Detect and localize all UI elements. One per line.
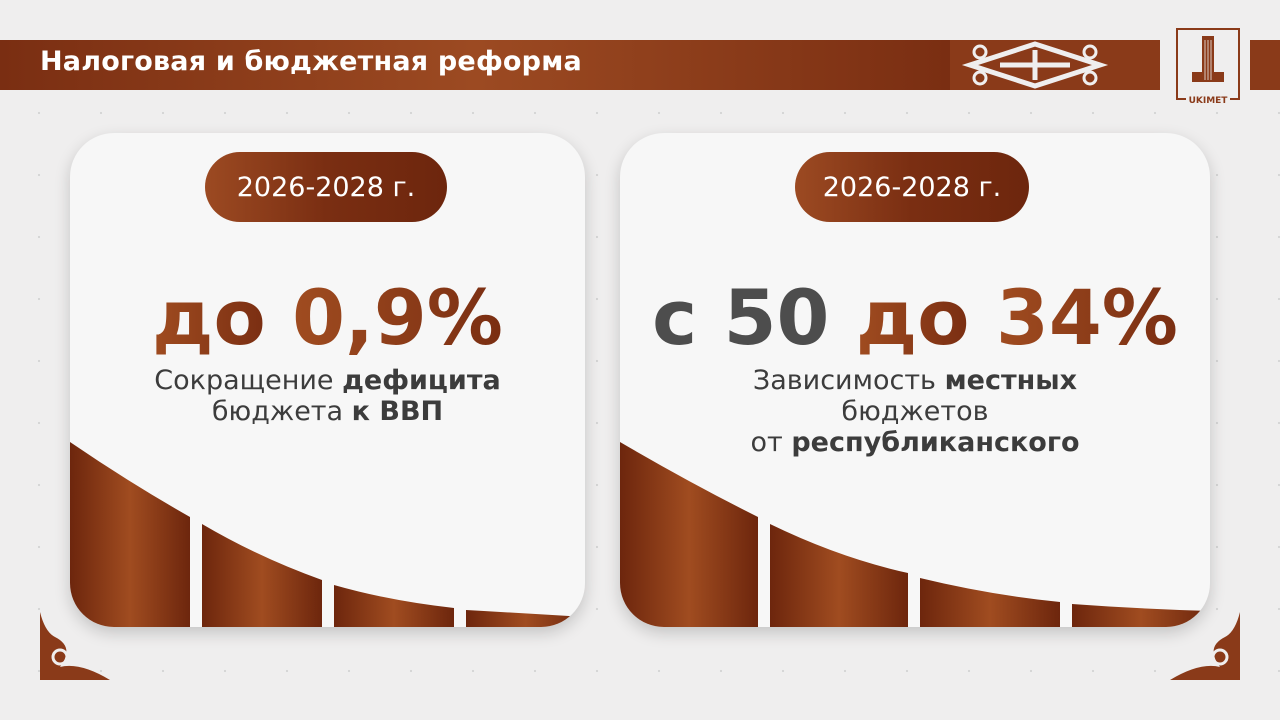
bar-3 <box>920 578 1060 627</box>
period-badge: 2026-2028 г. <box>205 152 447 222</box>
desc-text: Сокращение <box>154 365 343 396</box>
decline-bars-graphic <box>70 442 585 627</box>
stat-card-deficit: 2026-2028 г. до 0,9% Сокращение дефицита… <box>70 133 585 627</box>
building-icon <box>1192 36 1224 82</box>
bar-2 <box>770 524 908 627</box>
ornament-icon <box>950 40 1120 90</box>
period-badge: 2026-2028 г. <box>795 152 1029 222</box>
value-prefix: с <box>652 273 698 362</box>
value-prefix: до <box>152 273 266 362</box>
value-from: 50 <box>723 273 830 362</box>
page-title: Налоговая и бюджетная реформа <box>40 46 582 77</box>
bar-1 <box>620 442 758 627</box>
desc-bold: республиканского <box>791 427 1080 458</box>
ukimet-logo: UKIMET <box>1176 28 1240 106</box>
desc-bold: дефицита <box>342 365 501 396</box>
desc-text: от <box>750 427 792 458</box>
header-banner-end <box>1120 40 1160 90</box>
desc-bold: к ВВП <box>351 396 444 427</box>
decline-bars-graphic <box>620 442 1210 627</box>
bar-2 <box>202 524 322 627</box>
bar-4 <box>466 610 585 627</box>
stat-value: до 0,9% <box>70 273 585 363</box>
bar-3 <box>334 585 454 627</box>
desc-text: бюджетов <box>841 396 989 427</box>
header-banner <box>0 40 950 90</box>
header-banner-end <box>1250 40 1280 90</box>
desc-text: Зависимость <box>752 365 945 396</box>
stat-description: Сокращение дефицита бюджета к ВВП <box>70 365 585 427</box>
desc-text: бюджета <box>211 396 352 427</box>
value-number: 0,9% <box>292 273 503 362</box>
desc-bold: местных <box>944 365 1078 396</box>
corner-ornament-icon <box>40 612 110 680</box>
value-mid: до <box>855 273 970 362</box>
corner-ornament-icon <box>1170 612 1240 680</box>
stat-card-dependency: 2026-2028 г. с 50 до 34% Зависимость мес… <box>620 133 1210 627</box>
bar-1 <box>70 442 190 627</box>
value-number: 34% <box>995 273 1178 362</box>
logo-text: UKIMET <box>1185 96 1231 106</box>
bar-4 <box>1072 604 1210 627</box>
stat-description: Зависимость местных бюджетов от республика… <box>620 365 1210 458</box>
stat-value: с 50 до 34% <box>620 273 1210 363</box>
